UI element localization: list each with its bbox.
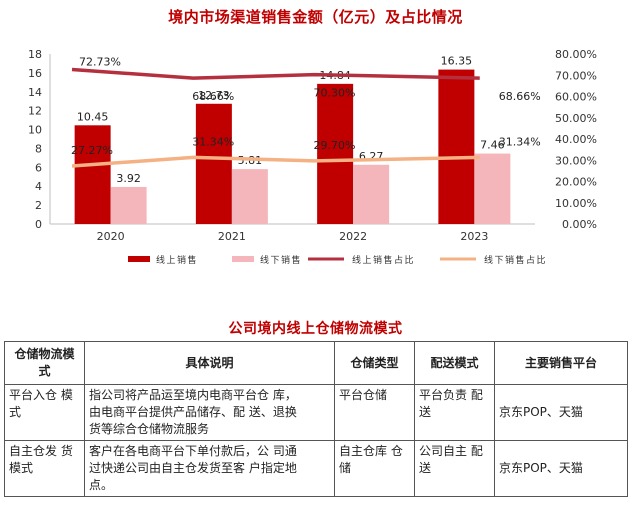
line-data-label: 31.34% (192, 135, 234, 148)
line-data-label: 68.66% (192, 90, 234, 103)
table-cell: 自主仓发 货 模式 (4, 440, 85, 497)
table-row: 自主仓发 货 模式 客户在各电商平台下单付款后，公 司通 过快递公司由自主仓发货… (4, 440, 628, 497)
chart-title: 境内市场渠道销售金额（亿元）及占比情况 (168, 8, 463, 26)
logistics-mode-table: 仓储物流模 式 具体说明 仓储类型 配送模式 主要销售平台 平台入仓 模 式 指… (4, 341, 628, 497)
table-cell: 平台负责 配 送 (414, 384, 495, 441)
y-tick-label: 6 (35, 161, 42, 174)
y-tick-label: 2 (35, 199, 42, 212)
bar (438, 69, 475, 224)
y-tick-label: 12 (28, 105, 42, 118)
bar-data-label: 3.92 (116, 172, 141, 185)
bar (474, 153, 511, 224)
y2-tick-label: 50.00% (555, 112, 597, 125)
y2-tick-label: 20.00% (555, 176, 597, 189)
line-data-label: 72.73% (79, 55, 121, 68)
bar-data-label: 10.45 (77, 110, 109, 123)
header-cell: 具体说明 (84, 341, 335, 385)
table-cell: 指公司将产品运至境内电商平台仓 库， 由电商平台提供产品储存、配 送、退换 货等… (84, 384, 335, 441)
legend-swatch (232, 256, 254, 262)
legend-label: 线下销售 (260, 254, 302, 266)
x-tick-label: 2022 (339, 230, 367, 243)
legend-label: 线上销售 (156, 254, 198, 266)
bar (110, 186, 147, 224)
bar-data-label: 16.35 (441, 55, 473, 68)
y-tick-label: 14 (28, 86, 42, 99)
line-data-label: 31.34% (499, 135, 541, 148)
bar (74, 125, 111, 224)
sales-channel-chart: 0 2 4 6 8 10 12 14 16 18 0.00% 10.00% 20.00% 30.00% 40… (28, 48, 597, 266)
header-cell: 配送模式 (414, 341, 495, 385)
y-tick-label: 4 (35, 180, 42, 193)
y2-tick-label: 30.00% (555, 154, 597, 167)
legend-swatch (128, 256, 150, 262)
y2-tick-label: 80.00% (555, 48, 597, 61)
bar (353, 164, 390, 224)
header-cell: 主要销售平台 (494, 341, 628, 385)
bar (195, 103, 232, 224)
x-tick-label: 2023 (460, 230, 488, 243)
line-data-label: 70.30% (314, 87, 356, 100)
legend-label: 线下销售占比 (484, 254, 547, 266)
line-series (71, 155, 480, 168)
x-tick-label: 2021 (218, 230, 246, 243)
line-data-label: 29.70% (314, 139, 356, 152)
table-cell: 公司自主 配 送 (414, 440, 495, 497)
y2-tick-label: 60.00% (555, 91, 597, 104)
table-row: 平台入仓 模 式 指公司将产品运至境内电商平台仓 库， 由电商平台提供产品储存、… (4, 384, 628, 441)
header-cell: 仓储物流模 式 (4, 341, 85, 385)
line-data-label: 27.27% (71, 144, 113, 157)
bar-data-label: 7.46 (480, 139, 505, 152)
y2-tick-label: 40.00% (555, 133, 597, 146)
y2-tick-label: 10.00% (555, 197, 597, 210)
y-tick-label: 10 (28, 124, 42, 137)
bar (231, 169, 268, 224)
line-series (71, 67, 480, 80)
bar-data-label: 12.73 (198, 89, 230, 102)
table-cell: 自主仓库 仓 储 (334, 440, 415, 497)
x-tick-label: 2020 (97, 230, 125, 243)
y-tick-label: 0 (35, 218, 42, 231)
y2-tick-label: 0.00% (562, 218, 597, 231)
legend-label: 线上销售占比 (352, 254, 415, 266)
table-cell: 京东POP、天猫 (494, 384, 628, 441)
table-cell: 平台仓储 (334, 384, 415, 441)
header-cell: 仓储类型 (334, 341, 415, 385)
bar (317, 83, 354, 224)
y2-tick-label: 70.00% (555, 69, 597, 82)
table-cell: 平台入仓 模 式 (4, 384, 85, 441)
table-cell: 客户在各电商平台下单付款后，公 司通 过快递公司由自主仓发货至客 户指定地 点。 (84, 440, 335, 497)
y-tick-label: 16 (28, 67, 42, 80)
y-tick-label: 8 (35, 142, 42, 155)
table-title: 公司境内线上仓储物流模式 (228, 321, 403, 337)
y-tick-label: 18 (28, 48, 42, 61)
table-cell: 京东POP、天猫 (494, 440, 628, 497)
table-header-row: 仓储物流模 式 具体说明 仓储类型 配送模式 主要销售平台 (4, 341, 628, 385)
line-data-label: 68.66% (499, 90, 541, 103)
